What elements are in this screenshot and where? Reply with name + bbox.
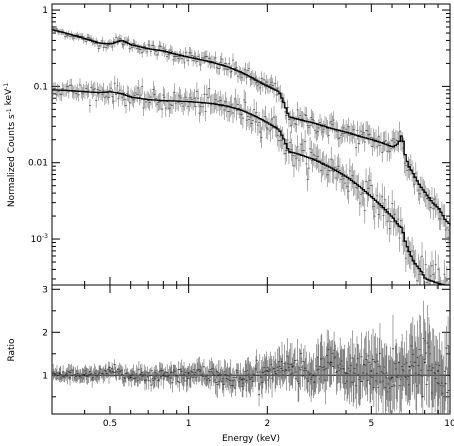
ratio-sample-point	[291, 365, 294, 368]
spectrum-model-line-2	[52, 89, 450, 286]
ratio-sample-point	[370, 370, 373, 372]
spectrum-y-tick-label: 0.1	[34, 82, 48, 92]
ratio-x-tick-label: 5	[368, 419, 374, 429]
ratio-plot-frame	[51, 284, 451, 415]
spectrum-ticks: 1 0.1 0.01 10-3	[28, 4, 451, 285]
ratio-x-tick-label: 0.5	[103, 419, 117, 429]
ratio-data	[51, 300, 451, 414]
spectrum-series-1	[51, 25, 451, 249]
ratio-sample-point	[129, 376, 132, 379]
ratio-sample-point	[83, 374, 86, 377]
ratio-x-tick-label: 1	[186, 419, 192, 429]
ratio-sample-point	[437, 370, 439, 372]
spectrum-model-line-1	[52, 29, 451, 226]
ratio-sample-point	[241, 378, 243, 381]
ratio-y-tick-label: 1	[42, 371, 48, 381]
ratio-panel: 0.5 1 2 5 10 1 2 3	[42, 284, 454, 429]
ratio-x-axis-label: Energy (keV)	[222, 434, 280, 444]
ratio-sample-point	[391, 376, 393, 379]
spectrum-y-tick-label: 10-3	[31, 233, 49, 245]
spectrum-y-tick-label: 0.01	[28, 159, 48, 169]
spectrum-data	[51, 25, 451, 290]
ratio-sample-point	[408, 365, 411, 368]
spectrum-series-2	[51, 75, 451, 290]
ratio-sample-point	[312, 374, 315, 377]
ratio-sample-point	[217, 374, 220, 377]
ratio-sample-point	[109, 370, 111, 372]
ratio-ticks: 0.5 1 2 5 10 1 2 3	[42, 285, 454, 429]
ratio-x-tick-label: 10	[444, 419, 454, 429]
ratio-x-tick-label: 2	[264, 419, 270, 429]
ratio-y-axis-label: Ratio	[7, 338, 17, 362]
ratio-sample-point	[266, 370, 269, 372]
ratio-sample-point	[58, 372, 61, 375]
spectrum-panel: 1 0.1 0.01 10-3	[28, 3, 451, 290]
ratio-sample-point	[329, 361, 332, 364]
ratio-y-tick-label: 3	[42, 285, 48, 295]
ratio-sample-point	[162, 374, 165, 377]
spectrum-plot-frame	[51, 3, 451, 286]
ratio-sample-point	[187, 372, 190, 375]
ratio-sample-point	[423, 361, 426, 364]
ratio-sample-point	[345, 372, 347, 375]
spectrum-y-axis-label: Normalized Counts s-1 keV-1	[3, 83, 17, 207]
spectrum-y-tick-label: 1	[42, 6, 48, 16]
ratio-y-tick-label: 2	[42, 328, 48, 338]
